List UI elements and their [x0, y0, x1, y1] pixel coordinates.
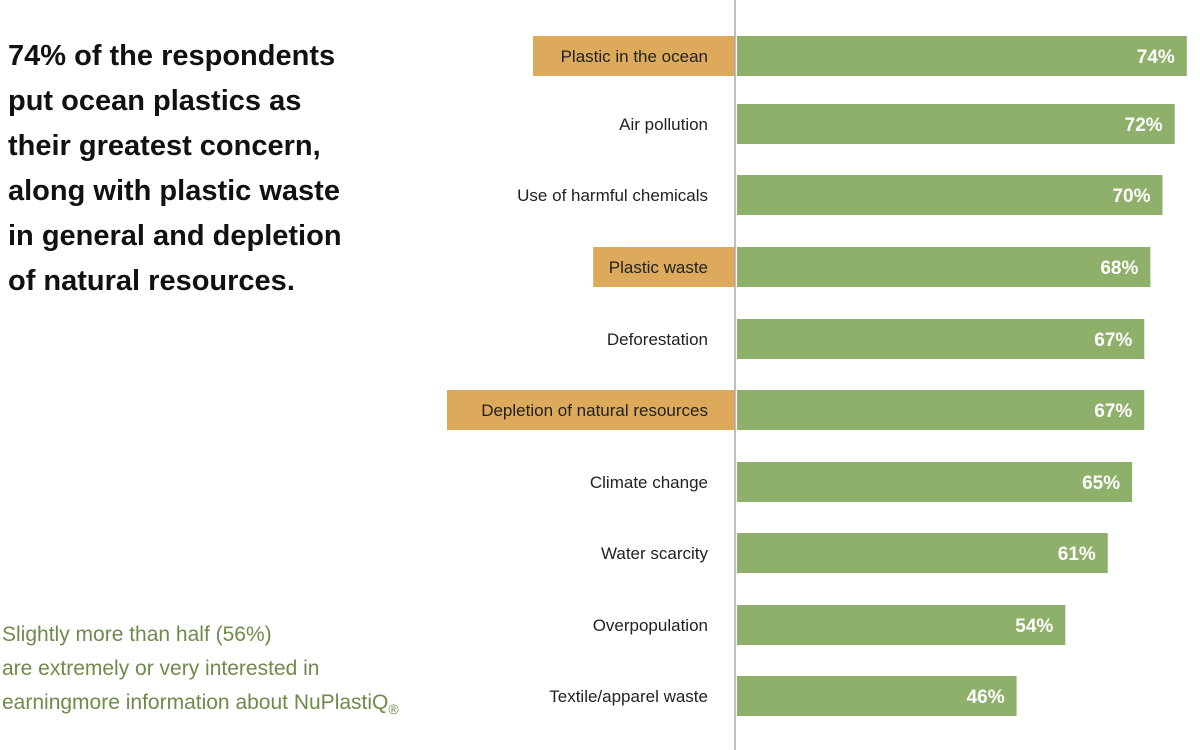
bar: [737, 390, 1145, 430]
value-label: 72%: [1125, 115, 1163, 136]
bar: [737, 36, 1187, 76]
category-label: Plastic in the ocean: [561, 47, 708, 66]
category-highlight: [593, 247, 735, 287]
interest-note: Slightly more than half (56%) are extrem…: [2, 618, 482, 726]
category-label: Air pollution: [619, 115, 708, 134]
value-label: 74%: [1137, 47, 1175, 68]
bar: [737, 104, 1175, 144]
value-label: 61%: [1058, 544, 1096, 565]
category-label: Plastic waste: [609, 258, 708, 277]
bar: [737, 676, 1017, 716]
value-label: 46%: [967, 687, 1005, 708]
value-label: 70%: [1112, 186, 1150, 207]
bar: [737, 533, 1108, 573]
value-label: 54%: [1015, 616, 1053, 637]
interest-note-text: Slightly more than half (56%) are extrem…: [2, 623, 389, 714]
category-highlight: [533, 36, 735, 76]
category-label: Use of harmful chemicals: [517, 186, 708, 205]
category-label: Textile/apparel waste: [549, 687, 708, 706]
category-label: Water scarcity: [601, 544, 709, 563]
bar: [737, 175, 1163, 215]
bar: [737, 605, 1066, 645]
category-highlight: [447, 390, 735, 430]
category-label: Climate change: [590, 473, 708, 492]
bar: [737, 247, 1151, 287]
bar: [737, 319, 1145, 359]
registered-mark: ®: [388, 701, 399, 718]
value-label: 68%: [1100, 258, 1138, 279]
bar: [737, 462, 1133, 502]
value-label: 67%: [1094, 330, 1132, 351]
headline: 74% of the respondents put ocean plastic…: [8, 40, 342, 297]
category-label: Deforestation: [607, 330, 708, 349]
category-label: Depletion of natural resources: [481, 401, 708, 420]
value-label: 67%: [1094, 401, 1132, 422]
category-label: Overpopulation: [593, 616, 708, 635]
value-label: 65%: [1082, 473, 1120, 494]
